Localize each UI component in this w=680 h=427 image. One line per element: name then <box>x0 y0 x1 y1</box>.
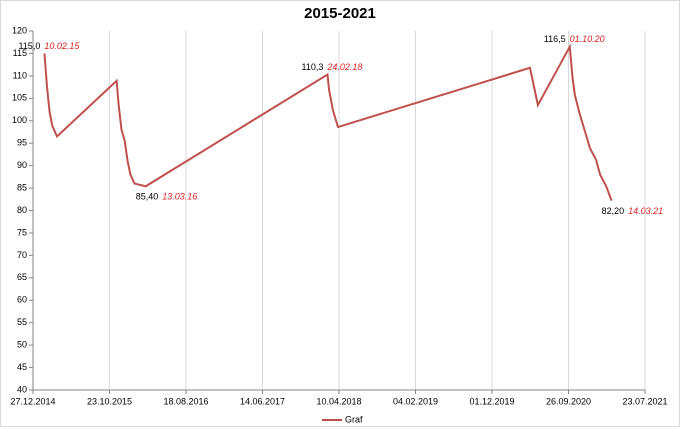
y-tick-label: 75 <box>17 227 27 237</box>
date-label: 01.10.20 <box>570 34 605 44</box>
x-tick-label: 14.06.2017 <box>240 396 285 406</box>
date-label: 10.02.15 <box>44 41 80 51</box>
data-label: 116,5 <box>544 34 566 44</box>
chart-title: 2015-2021 <box>304 5 376 22</box>
date-label: 14.03.21 <box>628 206 663 216</box>
y-tick-label: 95 <box>17 138 27 148</box>
y-tick-label: 115 <box>13 48 27 58</box>
x-tick-label: 23.07.2021 <box>622 396 667 406</box>
date-label: 24.02.18 <box>326 62 362 72</box>
y-tick-label: 45 <box>17 362 27 372</box>
x-tick-label: 23.10.2015 <box>87 396 132 406</box>
y-tick-label: 55 <box>17 317 27 327</box>
x-tick-label: 26.09.2020 <box>546 396 591 406</box>
x-tick-label: 01.12.2019 <box>469 396 514 406</box>
y-tick-label: 105 <box>12 93 27 103</box>
x-tick-label: 27.12.2014 <box>10 396 55 406</box>
x-tick-label: 18.08.2016 <box>163 396 208 406</box>
y-tick-label: 40 <box>17 384 27 394</box>
data-label: 85,40 <box>136 192 159 202</box>
data-label: 110,3 <box>302 62 324 72</box>
y-tick-label: 110 <box>13 70 27 80</box>
data-label: 82,20 <box>602 206 625 216</box>
legend-label: Graf <box>345 414 363 424</box>
data-label: 115,0 <box>18 41 40 51</box>
x-tick-label: 04.02.2019 <box>393 396 438 406</box>
y-tick-label: 65 <box>17 272 27 282</box>
y-tick-label: 70 <box>17 250 27 260</box>
y-tick-label: 80 <box>17 205 27 215</box>
y-tick-label: 60 <box>17 295 27 305</box>
x-tick-label: 10.04.2018 <box>316 396 361 406</box>
y-tick-label: 100 <box>12 115 27 125</box>
date-label: 13.03.16 <box>162 192 197 202</box>
y-tick-label: 120 <box>12 25 27 35</box>
y-tick-label: 50 <box>17 340 27 350</box>
y-tick-label: 90 <box>17 160 27 170</box>
line-series <box>43 43 613 201</box>
y-tick-label: 85 <box>17 182 27 192</box>
